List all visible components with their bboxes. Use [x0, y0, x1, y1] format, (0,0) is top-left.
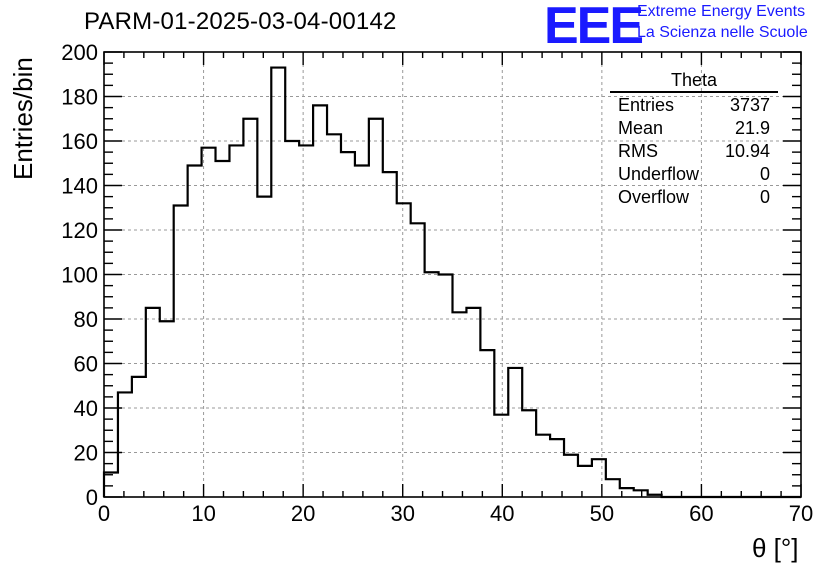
histogram-bin [285, 141, 299, 497]
histogram-bin [369, 119, 383, 497]
histogram-bin [439, 275, 453, 498]
eee-logo: EEE [544, 0, 644, 55]
stats-row-mean: Mean 21.9 [610, 117, 778, 140]
x-tick-label: 30 [390, 501, 414, 526]
y-tick-label: 100 [61, 263, 98, 288]
histogram-bin [536, 435, 550, 497]
histogram-bin [425, 272, 439, 497]
stats-label: Underflow [618, 164, 700, 184]
stats-box: Theta Entries 3737 Mean 21.9 RMS 10.94 U… [610, 69, 778, 209]
y-tick-label: 20 [74, 441, 98, 466]
histogram-outline [102, 66, 801, 499]
histogram-bin [132, 377, 146, 497]
y-tick-label: 160 [61, 129, 98, 154]
histogram-bin [341, 152, 355, 497]
stats-value: 0 [759, 164, 770, 184]
histogram-bin [397, 203, 411, 497]
histogram-bin [411, 223, 425, 497]
stats-value: 21.9 [734, 118, 770, 138]
histogram-bin [174, 206, 188, 497]
histogram-bin [578, 466, 592, 497]
stats-row-overflow: Overflow 0 [610, 186, 778, 209]
histogram-bin [634, 490, 648, 497]
y-tick-label: 60 [74, 352, 98, 377]
stats-label: Entries [618, 95, 675, 115]
x-tick-label: 10 [191, 501, 215, 526]
histogram-bin [160, 321, 174, 497]
histogram-bin [299, 145, 313, 497]
x-tick-label: 60 [689, 501, 713, 526]
stats-value: 0 [759, 187, 770, 207]
logo-text-line1: Extreme Energy Events [637, 3, 806, 20]
y-tick-label: 120 [61, 218, 98, 243]
y-axis-label: Entries/bin [8, 57, 38, 180]
y-tick-label: 180 [61, 85, 98, 110]
stats-value: 3737 [729, 95, 770, 115]
stats-label: Mean [618, 118, 664, 138]
y-tick-label: 140 [61, 174, 98, 199]
x-tick-label: 40 [490, 501, 514, 526]
histogram-bin [229, 145, 243, 497]
histogram-bin [216, 161, 230, 497]
histogram-bin [243, 119, 257, 497]
histogram-bin [355, 165, 369, 497]
y-tick-label: 40 [74, 396, 98, 421]
histogram-bin [606, 479, 620, 497]
histogram-bin [592, 459, 606, 497]
y-tick-label: 200 [61, 40, 98, 65]
histogram-bin [104, 473, 118, 497]
stats-label: Overflow [618, 187, 690, 207]
histogram-bin [522, 410, 536, 497]
histogram-bin [188, 165, 202, 497]
logo-text-line2: La Scienza nelle Scuole [637, 24, 808, 41]
x-axis-label: θ [°] [752, 533, 799, 563]
histogram-bin [383, 172, 397, 497]
stats-value: 10.94 [724, 141, 770, 161]
x-tick-label: 0 [98, 501, 110, 526]
y-tick-label: 80 [74, 307, 98, 332]
histogram-bin [564, 455, 578, 497]
histogram-bin [327, 134, 341, 497]
histogram-bin [480, 350, 494, 497]
stats-title: Theta [610, 69, 778, 93]
histogram-bin [271, 68, 285, 497]
histogram-bin [453, 312, 467, 497]
histogram-bin [257, 197, 271, 497]
x-tick-label: 20 [291, 501, 315, 526]
stats-row-underflow: Underflow 0 [610, 163, 778, 186]
chart-title: PARM-01-2025-03-04-00142 [84, 8, 397, 35]
histogram-bin [508, 368, 522, 497]
histogram-bin [494, 415, 508, 497]
stats-label: RMS [618, 141, 658, 161]
stats-row-rms: RMS 10.94 [610, 140, 778, 163]
x-tick-label: 70 [789, 501, 813, 526]
x-tick-label: 50 [590, 501, 614, 526]
histogram-bin [146, 308, 160, 497]
histogram-bin [550, 439, 564, 497]
histogram-bin [466, 308, 480, 497]
stats-row-entries: Entries 3737 [610, 94, 778, 117]
y-tick-label: 0 [86, 485, 98, 510]
histogram-bin [202, 148, 216, 497]
histogram-bin [313, 105, 327, 497]
